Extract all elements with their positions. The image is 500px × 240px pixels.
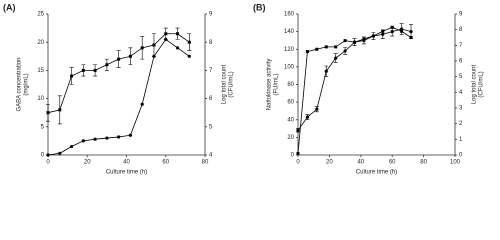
y-tick-label: 160 <box>284 12 295 18</box>
y-tick-label: 25 <box>37 12 44 18</box>
marker <box>324 69 328 73</box>
y-tick-label: 40 <box>287 117 294 123</box>
x-tick-label: 60 <box>389 160 396 166</box>
marker <box>305 50 309 54</box>
x-tick-label: 40 <box>123 160 130 166</box>
x-axis-label: Culture time (h) <box>356 170 397 176</box>
marker <box>409 36 413 39</box>
marker <box>69 144 74 149</box>
y2-tick-label: 5 <box>459 74 463 80</box>
marker <box>296 151 300 155</box>
marker <box>152 43 156 47</box>
marker <box>93 68 97 72</box>
y-tick-label: 15 <box>37 68 44 74</box>
y-tick-label: 10 <box>37 96 44 102</box>
marker <box>187 40 191 44</box>
series-line <box>297 26 412 154</box>
series-line <box>47 33 190 114</box>
marker <box>400 29 404 33</box>
y-tick-label: 60 <box>287 100 294 106</box>
panel-label: (B) <box>253 2 266 12</box>
marker <box>362 37 366 41</box>
y-tick-label: 140 <box>284 29 295 35</box>
marker <box>324 45 328 49</box>
x-tick-label: 80 <box>420 160 427 166</box>
marker <box>117 135 121 139</box>
marker <box>140 46 144 50</box>
marker <box>140 102 144 106</box>
y2-tick-label: 0 <box>459 153 463 159</box>
marker <box>343 49 347 53</box>
y2-axis-label: Log total count(CFU/mL) <box>471 64 484 104</box>
y2-tick-label: 1 <box>459 137 463 143</box>
y2-tick-label: 4 <box>459 90 463 96</box>
y-tick-label: 20 <box>37 40 44 46</box>
x-tick-label: 60 <box>162 160 169 166</box>
marker <box>315 107 319 111</box>
panel-label: (A) <box>3 2 16 12</box>
y2-tick-label: 6 <box>209 96 213 102</box>
marker <box>296 128 300 132</box>
marker <box>81 139 85 143</box>
x-tick-label: 100 <box>450 160 461 166</box>
y2-tick-label: 2 <box>459 121 463 127</box>
y2-tick-label: 8 <box>209 40 213 46</box>
marker <box>58 151 62 155</box>
marker <box>46 111 50 115</box>
y2-axis-label: Log total count(CFU/mL) <box>221 64 234 104</box>
y-tick-label: 120 <box>284 47 295 53</box>
y-tick-label: 100 <box>284 64 295 70</box>
marker <box>176 32 180 36</box>
marker <box>334 56 338 60</box>
marker <box>315 47 319 51</box>
marker <box>117 57 121 61</box>
y-tick-label: 80 <box>287 82 294 88</box>
x-tick-label: 20 <box>84 160 91 166</box>
marker <box>390 30 394 34</box>
y-axis-label: Nattokinase activity(FU/mL) <box>266 59 279 111</box>
y-tick-label: 5 <box>41 124 45 130</box>
marker <box>105 63 109 67</box>
y-tick-label: 0 <box>291 153 295 159</box>
y-tick-label: 0 <box>41 153 45 159</box>
y2-tick-label: 4 <box>209 153 213 159</box>
marker <box>128 133 133 137</box>
marker <box>128 54 132 58</box>
y2-tick-label: 9 <box>209 12 213 18</box>
y-tick-label: 20 <box>287 135 294 141</box>
marker <box>381 32 385 36</box>
marker <box>381 29 385 33</box>
x-axis-label: Culture time (h) <box>106 170 147 176</box>
marker <box>305 115 310 119</box>
marker <box>164 32 168 36</box>
marker <box>187 54 191 58</box>
y2-tick-label: 5 <box>209 124 213 130</box>
x-tick-label: 80 <box>202 160 209 166</box>
marker <box>371 34 375 38</box>
y2-tick-label: 9 <box>459 12 463 18</box>
y-axis-label: GABA concentration(mg/mL) <box>16 57 29 111</box>
x-tick-label: 20 <box>326 160 333 166</box>
marker <box>81 68 85 72</box>
x-tick-label: 0 <box>46 160 50 166</box>
y2-tick-label: 7 <box>209 68 213 74</box>
marker <box>343 39 347 43</box>
x-tick-label: 40 <box>357 160 364 166</box>
x-tick-label: 0 <box>296 160 300 166</box>
marker <box>46 153 50 157</box>
marker <box>334 45 338 49</box>
y2-tick-label: 8 <box>459 27 463 33</box>
marker <box>175 46 180 50</box>
marker <box>105 136 109 140</box>
marker <box>93 137 97 141</box>
marker <box>409 30 413 34</box>
marker <box>70 74 74 78</box>
marker <box>58 108 62 112</box>
marker <box>390 25 394 29</box>
y2-tick-label: 3 <box>459 106 463 112</box>
y2-tick-label: 6 <box>459 59 463 65</box>
y2-tick-label: 7 <box>459 43 463 49</box>
marker <box>353 40 357 44</box>
